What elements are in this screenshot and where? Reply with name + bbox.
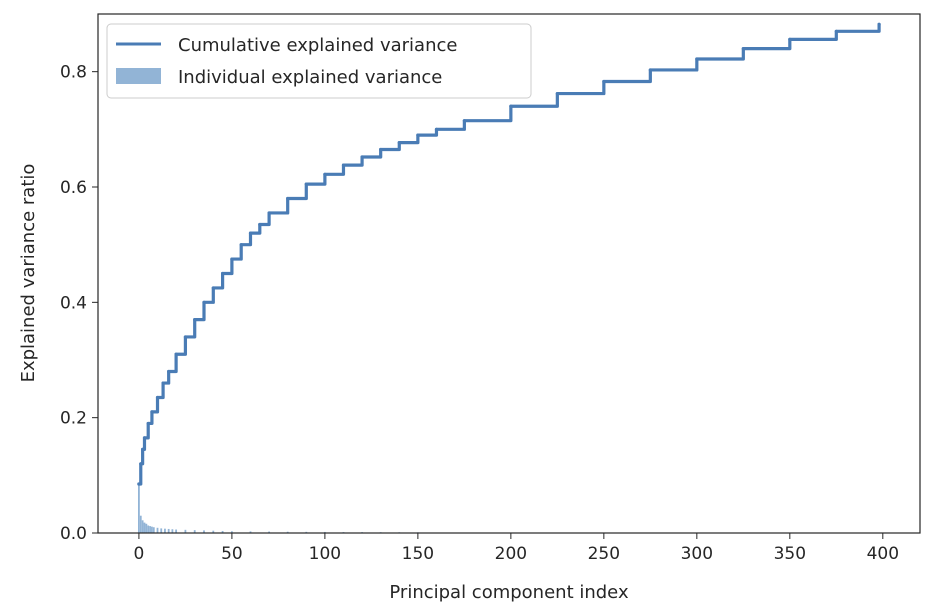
line-point <box>221 271 225 276</box>
legend-bar-swatch <box>116 68 161 84</box>
plot-frame <box>97 13 921 534</box>
line-point <box>462 119 466 123</box>
bar-mark <box>149 526 151 533</box>
y-tick-label: 0.4 <box>60 293 87 313</box>
line-point <box>193 318 197 322</box>
line-point <box>174 352 178 356</box>
line-point <box>416 133 420 137</box>
x-tick-label: 100 <box>309 544 341 564</box>
line-point <box>741 47 745 51</box>
line-point <box>230 257 234 261</box>
line-point <box>434 127 439 131</box>
line-point <box>155 395 160 400</box>
x-tick-label: 400 <box>867 544 899 564</box>
bar-mark <box>268 531 270 533</box>
legend-label-individual: Individual explained variance <box>178 67 442 88</box>
bar-mark <box>171 529 174 533</box>
line-point <box>648 68 652 72</box>
x-tick-label: 200 <box>495 544 527 564</box>
line-point <box>142 436 147 440</box>
line-point <box>211 286 215 290</box>
line-point <box>202 300 206 304</box>
x-tick-label: 300 <box>681 544 713 564</box>
line-point <box>139 462 143 466</box>
bar-mark <box>212 530 215 533</box>
line-point <box>258 222 262 227</box>
line-point <box>834 29 838 33</box>
bar-mark <box>152 527 155 533</box>
line-layer <box>137 22 881 486</box>
line-point <box>248 231 253 235</box>
legend: Cumulative explained variance Individual… <box>106 23 532 99</box>
bar-mark <box>175 529 178 533</box>
line-point <box>695 57 699 61</box>
y-ticks: 0.0 0.2 0.4 0.6 0.8 <box>60 63 98 544</box>
line-point <box>509 104 513 108</box>
bar-mark <box>164 528 166 533</box>
x-ticks: 0 50 100 150 200 250 300 350 400 <box>133 533 899 564</box>
bar-mark <box>167 528 170 533</box>
line-point <box>341 163 346 167</box>
bar-mark <box>145 523 148 533</box>
bar-mark <box>193 530 196 533</box>
legend-label-cumulative: Cumulative explained variance <box>178 35 457 56</box>
x-tick-label: 0 <box>133 544 144 564</box>
bar-mark <box>143 522 146 533</box>
x-tick-label: 350 <box>774 544 806 564</box>
bar-mark <box>249 531 252 533</box>
bar-mark <box>147 525 150 533</box>
line-point <box>788 37 792 41</box>
bar-mark <box>156 527 159 533</box>
bar-mark <box>141 520 144 533</box>
bar-mark <box>221 530 224 533</box>
line-point <box>602 79 606 84</box>
line-point <box>146 421 150 426</box>
y-tick-label: 0.0 <box>60 524 87 544</box>
x-tick-label: 150 <box>402 544 434 564</box>
line-point <box>161 381 165 385</box>
y-tick-label: 0.6 <box>60 178 87 198</box>
line-point <box>137 482 141 486</box>
line-point <box>167 369 171 374</box>
x-tick-label: 50 <box>221 544 243 564</box>
line-point <box>150 410 154 414</box>
line-point <box>286 196 290 201</box>
bar-mark <box>184 529 187 533</box>
line-point <box>877 22 881 26</box>
line-point <box>267 211 271 215</box>
y-tick-label: 0.2 <box>60 409 87 429</box>
line-point <box>304 182 308 186</box>
bar-mark <box>286 531 289 533</box>
line-point <box>379 147 383 152</box>
bar-mark <box>139 515 142 533</box>
x-axis-label: Principal component index <box>389 582 629 603</box>
legend-box <box>106 23 532 99</box>
bar-mark <box>138 483 140 533</box>
y-tick-label: 0.8 <box>60 63 87 83</box>
line-point <box>183 335 188 339</box>
bar-mark <box>231 531 233 533</box>
line-point <box>360 155 364 159</box>
line-point <box>323 172 327 176</box>
bar-mark <box>203 530 205 533</box>
bar-mark <box>160 528 163 533</box>
x-tick-label: 250 <box>588 544 620 564</box>
y-axis-label: Explained variance ratio <box>18 164 39 383</box>
bar-mark <box>151 526 153 533</box>
line-point <box>555 91 559 96</box>
line-point <box>397 141 401 145</box>
line-point <box>239 243 243 247</box>
line-point <box>141 447 145 451</box>
